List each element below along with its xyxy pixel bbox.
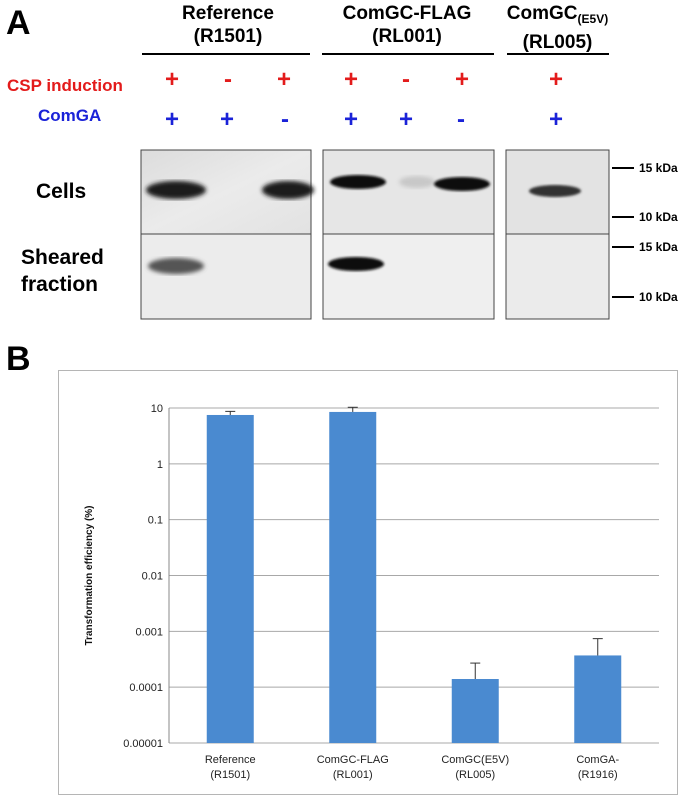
comga-symbol: +	[343, 106, 358, 133]
sheared-label-line2: fraction	[21, 273, 99, 296]
mw-marker-label: 15 kDa	[639, 240, 678, 254]
csp-symbol: +	[343, 66, 358, 93]
csp-symbol: -	[402, 66, 410, 93]
csp-symbol: -	[224, 66, 232, 93]
band	[328, 257, 384, 271]
band	[529, 185, 581, 197]
band	[399, 176, 435, 188]
mw-marker-label: 10 kDa	[639, 210, 678, 224]
comga-symbol: +	[398, 106, 413, 133]
y-tick-label: 0.0001	[129, 682, 163, 694]
band	[146, 181, 206, 199]
strain-id: (RL001)	[372, 26, 442, 47]
blot-comgc-e5v	[505, 149, 610, 320]
comga-symbol: -	[457, 106, 465, 133]
y-tick-label: 0.001	[135, 626, 163, 638]
mw-tick	[612, 246, 634, 248]
csp-symbol: +	[454, 66, 469, 93]
bar	[206, 414, 254, 743]
y-tick-label: 0.00001	[123, 738, 163, 750]
strain-subscript: (E5V)	[577, 12, 609, 26]
x-tick-label: Reference	[205, 754, 256, 766]
mw-marker-label: 10 kDa	[639, 290, 678, 304]
x-tick-label: (RL005)	[455, 769, 495, 781]
strain-name: Reference	[182, 3, 274, 24]
western-blot-images	[140, 149, 634, 320]
comga-symbol: -	[281, 106, 289, 133]
strain-name: ComGC	[506, 3, 578, 24]
x-tick-label: ComGC(E5V)	[441, 754, 509, 766]
mw-marker-label: 15 kDa	[639, 161, 678, 175]
sheared-label: Sheared fraction	[21, 244, 104, 298]
csp-induction-label: CSP induction	[7, 76, 123, 95]
x-tick-label: (R1501)	[210, 769, 250, 781]
bar	[451, 679, 499, 743]
strain-name: ComGC-FLAG	[342, 3, 472, 24]
csp-symbol: +	[276, 66, 291, 93]
bar	[574, 655, 622, 743]
y-tick-label: 0.1	[148, 515, 163, 527]
strain-header-comgc-e5v: ComGC(E5V) (RL005)	[500, 2, 615, 54]
x-tick-label: (R1916)	[578, 769, 618, 781]
csp-symbol: +	[548, 66, 563, 93]
comga-label: ComGA	[38, 106, 102, 125]
x-tick-label: ComGC-FLAG	[317, 754, 389, 766]
strain-underline	[322, 53, 494, 55]
band	[262, 181, 314, 199]
blot-reference	[140, 149, 314, 320]
band	[330, 175, 386, 189]
strain-header-reference: Reference (R1501)	[148, 2, 308, 48]
blot-comgc-flag	[322, 149, 495, 320]
y-axis-label: Transformation efficiency (%)	[84, 505, 95, 645]
sheared-label-line1: Sheared	[21, 246, 104, 269]
x-tick-label: ComGA-	[576, 754, 619, 766]
strain-id: (RL005)	[522, 32, 593, 53]
strain-underline	[142, 53, 310, 55]
comga-symbol: +	[164, 106, 179, 133]
y-tick-label: 0.01	[142, 571, 163, 583]
mw-tick	[612, 296, 634, 298]
strain-header-comgc-flag: ComGC-FLAG (RL001)	[322, 2, 492, 48]
y-tick-label: 1	[157, 459, 163, 471]
panel-a-letter: A	[6, 4, 31, 42]
chart-svg: 10 1 0.1 0.01 0.001 0.0001 0.00001 Transformati…	[84, 403, 659, 781]
band	[434, 177, 490, 191]
strain-id: (R1501)	[193, 26, 263, 47]
csp-symbol: +	[164, 66, 179, 93]
x-tick-label: (RL001)	[333, 769, 373, 781]
band	[148, 258, 204, 274]
y-tick-label: 10	[151, 403, 163, 415]
comga-symbol: +	[219, 106, 234, 133]
cells-label: Cells	[36, 180, 87, 203]
panel-b-letter: B	[6, 340, 31, 378]
bar	[329, 411, 377, 743]
transformation-efficiency-chart: 10 1 0.1 0.01 0.001 0.0001 0.00001 Transformati…	[58, 370, 678, 795]
strain-underline	[507, 53, 609, 55]
mw-tick	[612, 216, 634, 218]
mw-tick	[612, 167, 634, 169]
comga-symbol: +	[548, 106, 563, 133]
